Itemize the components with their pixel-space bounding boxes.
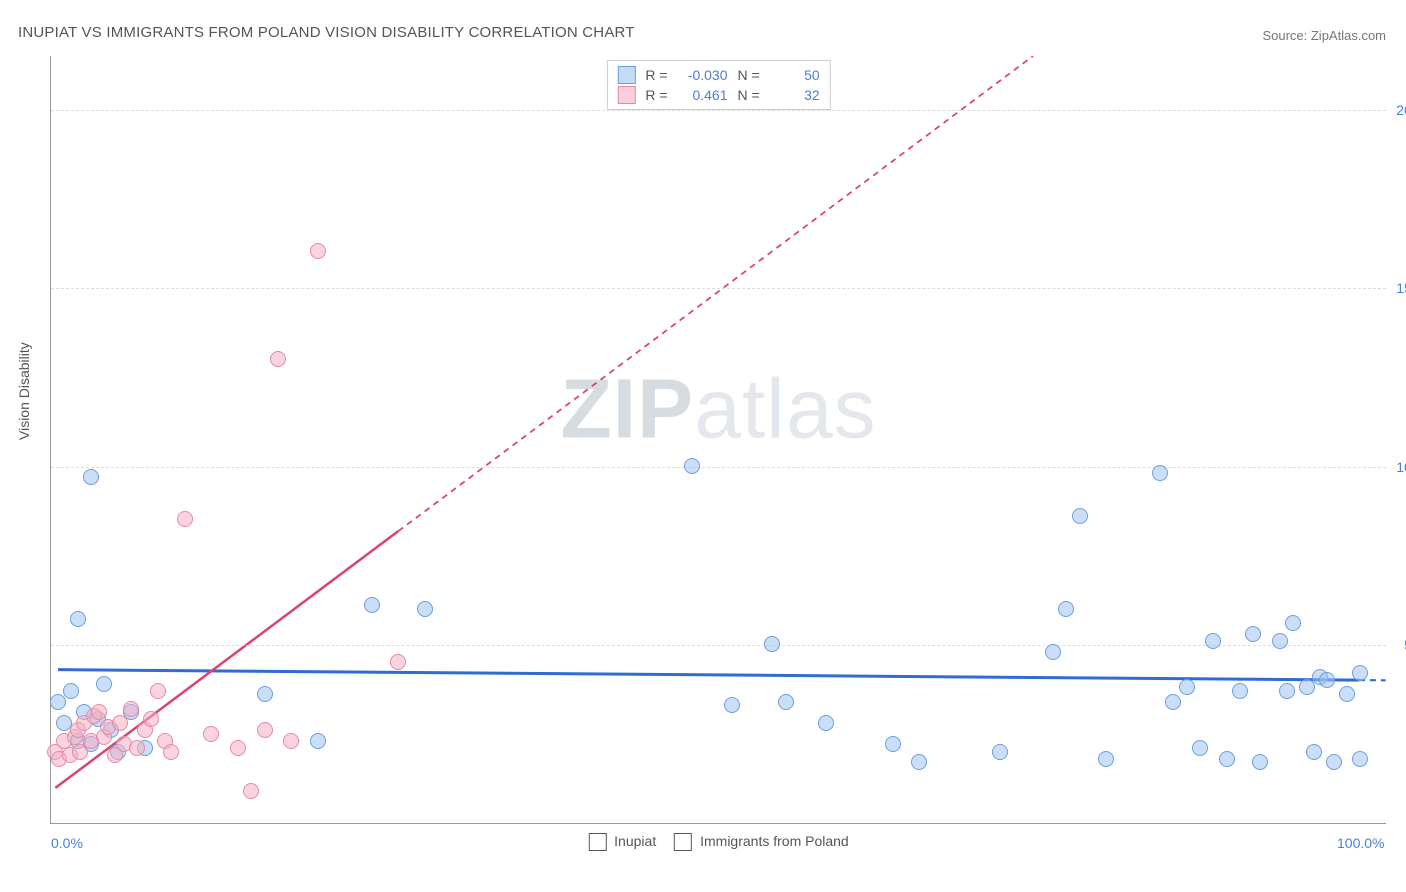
data-point [257,722,273,738]
legend-item-b: Immigrants from Poland [674,833,849,851]
data-point [885,736,901,752]
data-point [1098,751,1114,767]
swatch-b-icon [674,833,692,851]
data-point [150,683,166,699]
data-point [230,740,246,756]
data-point [112,715,128,731]
watermark-atlas: atlas [694,361,876,455]
data-point [417,601,433,617]
source-attribution: Source: ZipAtlas.com [1262,28,1386,43]
data-point [364,597,380,613]
gridline [51,467,1386,468]
data-point [1252,754,1268,770]
plot-area: ZIPatlas R = -0.030 N = 50 R = 0.461 N =… [50,56,1386,824]
data-point [1326,754,1342,770]
data-point [1306,744,1322,760]
stat-val-b-r: 0.461 [678,87,728,103]
data-point [1058,601,1074,617]
legend-label-a: Inupiat [614,833,656,849]
stat-legend-row-b: R = 0.461 N = 32 [617,85,819,105]
series-legend: Inupiat Immigrants from Poland [588,833,848,851]
gridline [51,110,1386,111]
stat-val-a-r: -0.030 [678,67,728,83]
data-point [1232,683,1248,699]
data-point [50,694,66,710]
data-point [1339,686,1355,702]
data-point [1192,740,1208,756]
swatch-a-icon [588,833,606,851]
data-point [992,744,1008,760]
data-point [390,654,406,670]
data-point [177,511,193,527]
stat-legend: R = -0.030 N = 50 R = 0.461 N = 32 [606,60,830,110]
data-point [203,726,219,742]
stat-val-a-n: 50 [770,67,820,83]
legend-label-b: Immigrants from Poland [700,833,849,849]
data-point [1272,633,1288,649]
stat-val-b-n: 32 [770,87,820,103]
data-point [1152,465,1168,481]
data-point [1299,679,1315,695]
data-point [778,694,794,710]
trend-line-dashed [398,56,1033,531]
data-point [1319,672,1335,688]
data-point [63,683,79,699]
data-point [1352,751,1368,767]
data-point [1285,615,1301,631]
data-point [283,733,299,749]
data-point [911,754,927,770]
y-tick-label: 5.0% [1390,637,1406,653]
watermark: ZIPatlas [560,360,876,457]
data-point [1352,665,1368,681]
legend-item-a: Inupiat [588,833,656,851]
data-point [1279,683,1295,699]
data-point [243,783,259,799]
watermark-zip: ZIP [560,361,694,455]
data-point [123,701,139,717]
data-point [129,740,145,756]
data-point [96,676,112,692]
data-point [257,686,273,702]
data-point [1205,633,1221,649]
swatch-b-icon [617,86,635,104]
stat-label-n: N = [738,67,760,83]
data-point [724,697,740,713]
data-point [1165,694,1181,710]
data-point [1072,508,1088,524]
data-point [310,243,326,259]
stat-label-n: N = [738,87,760,103]
y-axis-label: Vision Disability [16,342,32,440]
stat-legend-row-a: R = -0.030 N = 50 [617,65,819,85]
x-tick-label: 100.0% [1337,835,1384,851]
trend-line-solid [58,670,1359,680]
data-point [684,458,700,474]
data-point [1179,679,1195,695]
data-point [1245,626,1261,642]
gridline [51,288,1386,289]
data-point [143,711,159,727]
data-point [310,733,326,749]
data-point [83,469,99,485]
y-tick-label: 20.0% [1390,102,1406,118]
data-point [91,704,107,720]
data-point [70,611,86,627]
x-tick-label: 0.0% [51,835,83,851]
data-point [270,351,286,367]
data-point [818,715,834,731]
y-tick-label: 15.0% [1390,280,1406,296]
stat-label-r: R = [645,67,667,83]
stat-label-r: R = [645,87,667,103]
data-point [1045,644,1061,660]
data-point [163,744,179,760]
gridline [51,645,1386,646]
chart-title: INUPIAT VS IMMIGRANTS FROM POLAND VISION… [18,24,635,41]
y-tick-label: 10.0% [1390,459,1406,475]
swatch-a-icon [617,66,635,84]
trend-line-solid [55,531,398,788]
data-point [764,636,780,652]
data-point [1219,751,1235,767]
